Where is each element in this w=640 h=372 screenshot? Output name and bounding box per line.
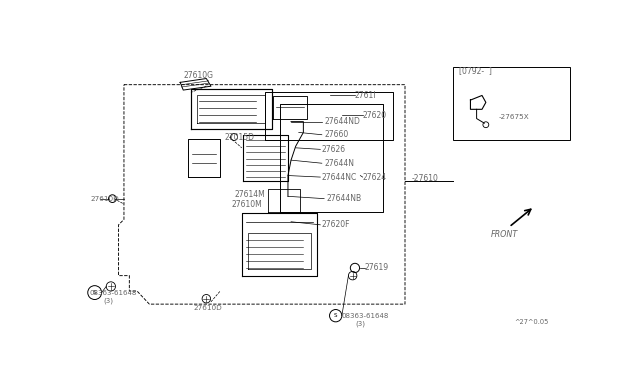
Text: S: S — [334, 313, 337, 318]
Text: S: S — [93, 290, 97, 295]
Text: 27620F: 27620F — [322, 220, 350, 229]
Text: FRONT: FRONT — [492, 230, 518, 239]
Text: 08363-61648: 08363-61648 — [90, 289, 137, 296]
Text: 27015D: 27015D — [224, 132, 254, 141]
Text: 27620: 27620 — [363, 111, 387, 120]
Text: 2761I: 2761I — [355, 91, 376, 100]
Text: -27675X: -27675X — [499, 114, 530, 120]
Text: 27619: 27619 — [365, 263, 389, 272]
Text: 27614M: 27614M — [234, 189, 265, 199]
Text: ^27^0.05: ^27^0.05 — [515, 319, 548, 325]
Text: 27610M: 27610M — [232, 199, 262, 209]
Text: 27624: 27624 — [363, 173, 387, 182]
Text: [0792-  ]: [0792- ] — [459, 66, 492, 75]
Text: (3): (3) — [355, 320, 365, 327]
Text: 27644N: 27644N — [324, 159, 354, 168]
Text: 27626: 27626 — [322, 145, 346, 154]
Text: 27610D: 27610D — [193, 305, 222, 311]
Bar — [452, 67, 570, 140]
Text: 08363-61648: 08363-61648 — [342, 313, 389, 319]
Text: 27610G: 27610G — [183, 71, 213, 80]
Text: (3): (3) — [103, 297, 113, 304]
Text: 27610D: 27610D — [91, 196, 120, 202]
Text: 27644NC: 27644NC — [322, 173, 357, 182]
Text: 27660: 27660 — [324, 130, 348, 139]
Text: 27644NB: 27644NB — [326, 194, 362, 203]
Text: -27610: -27610 — [411, 174, 438, 183]
Text: 27644ND: 27644ND — [324, 117, 360, 126]
